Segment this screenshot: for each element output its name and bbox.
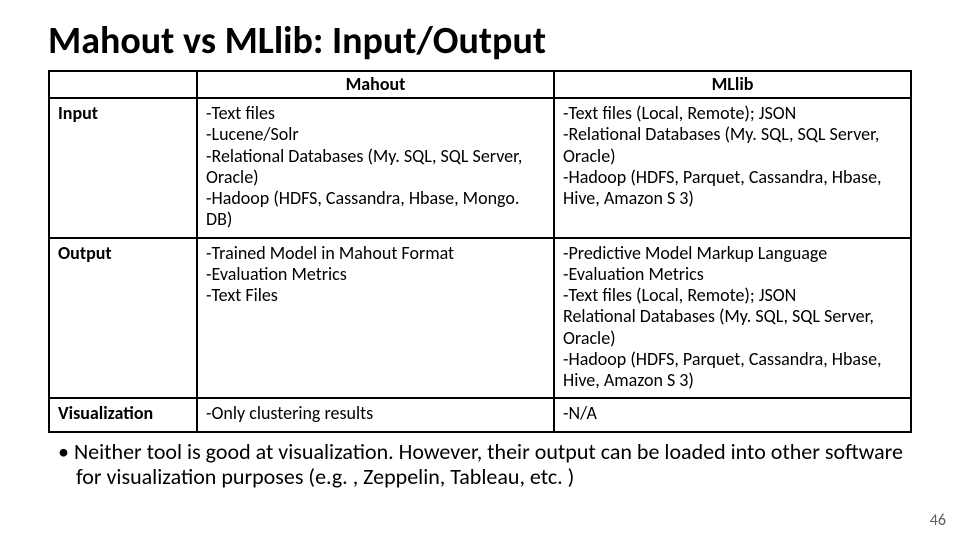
- row-label-output: Output: [49, 238, 197, 399]
- footnote: • Neither tool is good at visualization.…: [48, 439, 912, 490]
- cell-text: -N/A: [563, 403, 902, 424]
- comparison-table: Mahout MLlib Input -Text files -Lucene/S…: [48, 70, 912, 433]
- table-header-blank: [49, 71, 197, 98]
- cell-input-mllib: -Text files (Local, Remote); JSON -Relat…: [554, 98, 911, 237]
- cell-text: -Predictive Model Markup Language -Evalu…: [563, 243, 902, 392]
- bullet-icon: •: [58, 438, 69, 465]
- cell-text: -Text files (Local, Remote); JSON -Relat…: [563, 103, 902, 209]
- cell-text: -Text files -Lucene/Solr -Relational Dat…: [206, 103, 545, 230]
- footnote-text: Neither tool is good at visualization. H…: [74, 438, 903, 490]
- slide: Mahout vs MLlib: Input/Output Mahout MLl…: [0, 0, 960, 540]
- table-row: Output -Trained Model in Mahout Format -…: [49, 238, 911, 399]
- row-label-input: Input: [49, 98, 197, 237]
- cell-vis-mahout: -Only clustering results: [197, 398, 554, 431]
- cell-vis-mllib: -N/A: [554, 398, 911, 431]
- table-header-mahout: Mahout: [197, 71, 554, 98]
- cell-text: -Only clustering results: [206, 403, 545, 424]
- table-header-row: Mahout MLlib: [49, 71, 911, 98]
- table-header-mllib: MLlib: [554, 71, 911, 98]
- table-row: Visualization -Only clustering results -…: [49, 398, 911, 431]
- cell-output-mllib: -Predictive Model Markup Language -Evalu…: [554, 238, 911, 399]
- table-row: Input -Text files -Lucene/Solr -Relation…: [49, 98, 911, 237]
- cell-output-mahout: -Trained Model in Mahout Format -Evaluat…: [197, 238, 554, 399]
- row-label-visualization: Visualization: [49, 398, 197, 431]
- cell-text: -Trained Model in Mahout Format -Evaluat…: [206, 243, 545, 307]
- page-number: 46: [930, 511, 946, 530]
- slide-title: Mahout vs MLlib: Input/Output: [48, 18, 912, 64]
- cell-input-mahout: -Text files -Lucene/Solr -Relational Dat…: [197, 98, 554, 237]
